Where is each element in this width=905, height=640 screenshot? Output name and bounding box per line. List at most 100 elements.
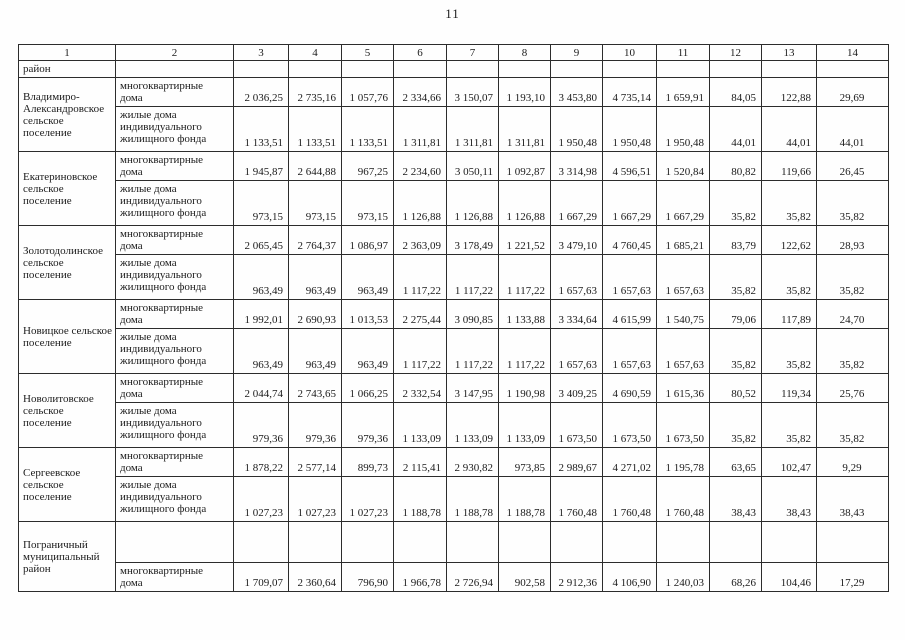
value-cell: 1 657,63 [656, 254, 710, 300]
value-cell: 9,29 [816, 447, 889, 477]
empty-cell [602, 521, 657, 563]
value-cell: 80,82 [709, 151, 762, 181]
housing-type-cell: многоквартирные дома [115, 447, 234, 477]
table-row: Золотодолинское сельское поселение многок… [18, 225, 889, 300]
column-number-cell: 5 [341, 44, 394, 61]
value-cell: 796,90 [341, 562, 394, 592]
table-row: Екатериновское сельское поселение многокв… [18, 151, 889, 226]
value-cell: 3 409,25 [550, 373, 603, 403]
value-cell: 973,85 [498, 447, 551, 477]
value-cell: 1 117,22 [393, 328, 447, 374]
value-cell: 1 013,53 [341, 299, 394, 329]
value-cell: 79,06 [709, 299, 762, 329]
housing-type-cell: жилые дома индивидуального жилищного фон… [115, 328, 234, 374]
table-row: Пограничный муниципальный район [18, 521, 889, 592]
value-cell: 2 577,14 [288, 447, 342, 477]
value-cell: 1 685,21 [656, 225, 710, 255]
value-cell: 1 188,78 [498, 476, 551, 522]
column-number-cell: 2 [115, 44, 234, 61]
table-row: жилые дома индивидуального жилищного фон… [19, 402, 889, 448]
value-cell: 2 360,64 [288, 562, 342, 592]
value-cell: 4 690,59 [602, 373, 657, 403]
value-cell: 1 673,50 [550, 402, 603, 448]
value-cell: 35,82 [761, 328, 817, 374]
column-number-cell: 4 [288, 44, 342, 61]
value-cell: 1 673,50 [602, 402, 657, 448]
table-row: Сергеевское сельское поселение многокварт… [18, 447, 889, 522]
value-cell: 963,49 [341, 328, 394, 374]
empty-cell [288, 521, 342, 563]
value-cell: 963,49 [341, 254, 394, 300]
value-cell: 2 334,66 [393, 77, 447, 107]
value-cell: 1 117,22 [498, 328, 551, 374]
value-cell: 29,69 [816, 77, 889, 107]
value-cell: 1 657,63 [602, 254, 657, 300]
value-cell: 2 036,25 [233, 77, 289, 107]
value-cell: 1 133,51 [341, 106, 394, 152]
table-row: Владимиро-Александровское сельское посел… [18, 77, 889, 152]
value-cell: 1 992,01 [233, 299, 289, 329]
page-number: 11 [445, 6, 460, 21]
column-number-cell: 9 [550, 44, 603, 61]
value-cell: 35,82 [709, 254, 762, 300]
value-cell: 17,29 [816, 562, 889, 592]
municipality-cell: Золотодолинское сельское поселение [18, 225, 116, 300]
value-cell: 1 193,10 [498, 77, 551, 107]
value-cell: 1 126,88 [498, 180, 551, 226]
value-cell: 2 115,41 [393, 447, 447, 477]
municipality-cell: Владимиро-Александровское сельское посел… [18, 77, 116, 152]
value-cell: 2 363,09 [393, 225, 447, 255]
housing-type-cell: многоквартирные дома [115, 151, 234, 181]
value-cell: 1 673,50 [656, 402, 710, 448]
value-cell: 122,88 [761, 77, 817, 107]
value-cell: 1 133,09 [498, 402, 551, 448]
value-cell: 1 086,97 [341, 225, 394, 255]
value-cell: 3 479,10 [550, 225, 603, 255]
value-cell: 1 027,23 [341, 476, 394, 522]
value-cell: 963,49 [233, 254, 289, 300]
value-cell: 967,25 [341, 151, 394, 181]
empty-cell [602, 60, 657, 78]
value-cell: 28,93 [816, 225, 889, 255]
value-cell: 35,82 [816, 328, 889, 374]
empty-cell [656, 521, 710, 563]
column-number-cell: 7 [446, 44, 499, 61]
value-cell: 1 311,81 [498, 106, 551, 152]
value-cell: 4 735,14 [602, 77, 657, 107]
empty-cell [341, 521, 394, 563]
column-number-cell: 13 [761, 44, 817, 61]
table-body: район Владимиро-Александровское сельское … [18, 60, 889, 592]
value-cell: 1 950,48 [656, 106, 710, 152]
value-cell: 80,52 [709, 373, 762, 403]
empty-cell [816, 60, 889, 78]
value-cell: 38,43 [761, 476, 817, 522]
column-number-cell: 6 [393, 44, 447, 61]
value-cell: 963,49 [288, 254, 342, 300]
value-cell: 2 764,37 [288, 225, 342, 255]
value-cell: 4 760,45 [602, 225, 657, 255]
table-row: жилые дома индивидуального жилищного фон… [19, 476, 889, 522]
value-cell: 2 930,82 [446, 447, 499, 477]
municipality-cell: Новолитовское сельское поселение [18, 373, 116, 448]
value-cell: 1 667,29 [550, 180, 603, 226]
table-row: многоквартирные дома 1 709,07 2 360,64 796,… [19, 562, 889, 592]
value-cell: 1 066,25 [341, 373, 394, 403]
value-cell: 119,66 [761, 151, 817, 181]
value-cell: 2 044,74 [233, 373, 289, 403]
value-cell: 2 234,60 [393, 151, 447, 181]
value-cell: 1 027,23 [288, 476, 342, 522]
empty-cell [761, 521, 817, 563]
column-numbers-row: 1 2 3 4 5 6 7 8 9 10 11 12 13 14 [18, 44, 889, 61]
value-cell: 1 092,87 [498, 151, 551, 181]
empty-cell [446, 60, 499, 78]
table-header: 1 2 3 4 5 6 7 8 9 10 11 12 13 14 [18, 44, 889, 61]
value-cell: 83,79 [709, 225, 762, 255]
table-row: Новолитовское сельское поселение многоква… [18, 373, 889, 448]
value-cell: 2 644,88 [288, 151, 342, 181]
value-cell: 1 133,09 [393, 402, 447, 448]
empty-cell [115, 60, 234, 78]
value-cell: 1 520,84 [656, 151, 710, 181]
value-cell: 1 188,78 [393, 476, 447, 522]
value-cell: 979,36 [341, 402, 394, 448]
